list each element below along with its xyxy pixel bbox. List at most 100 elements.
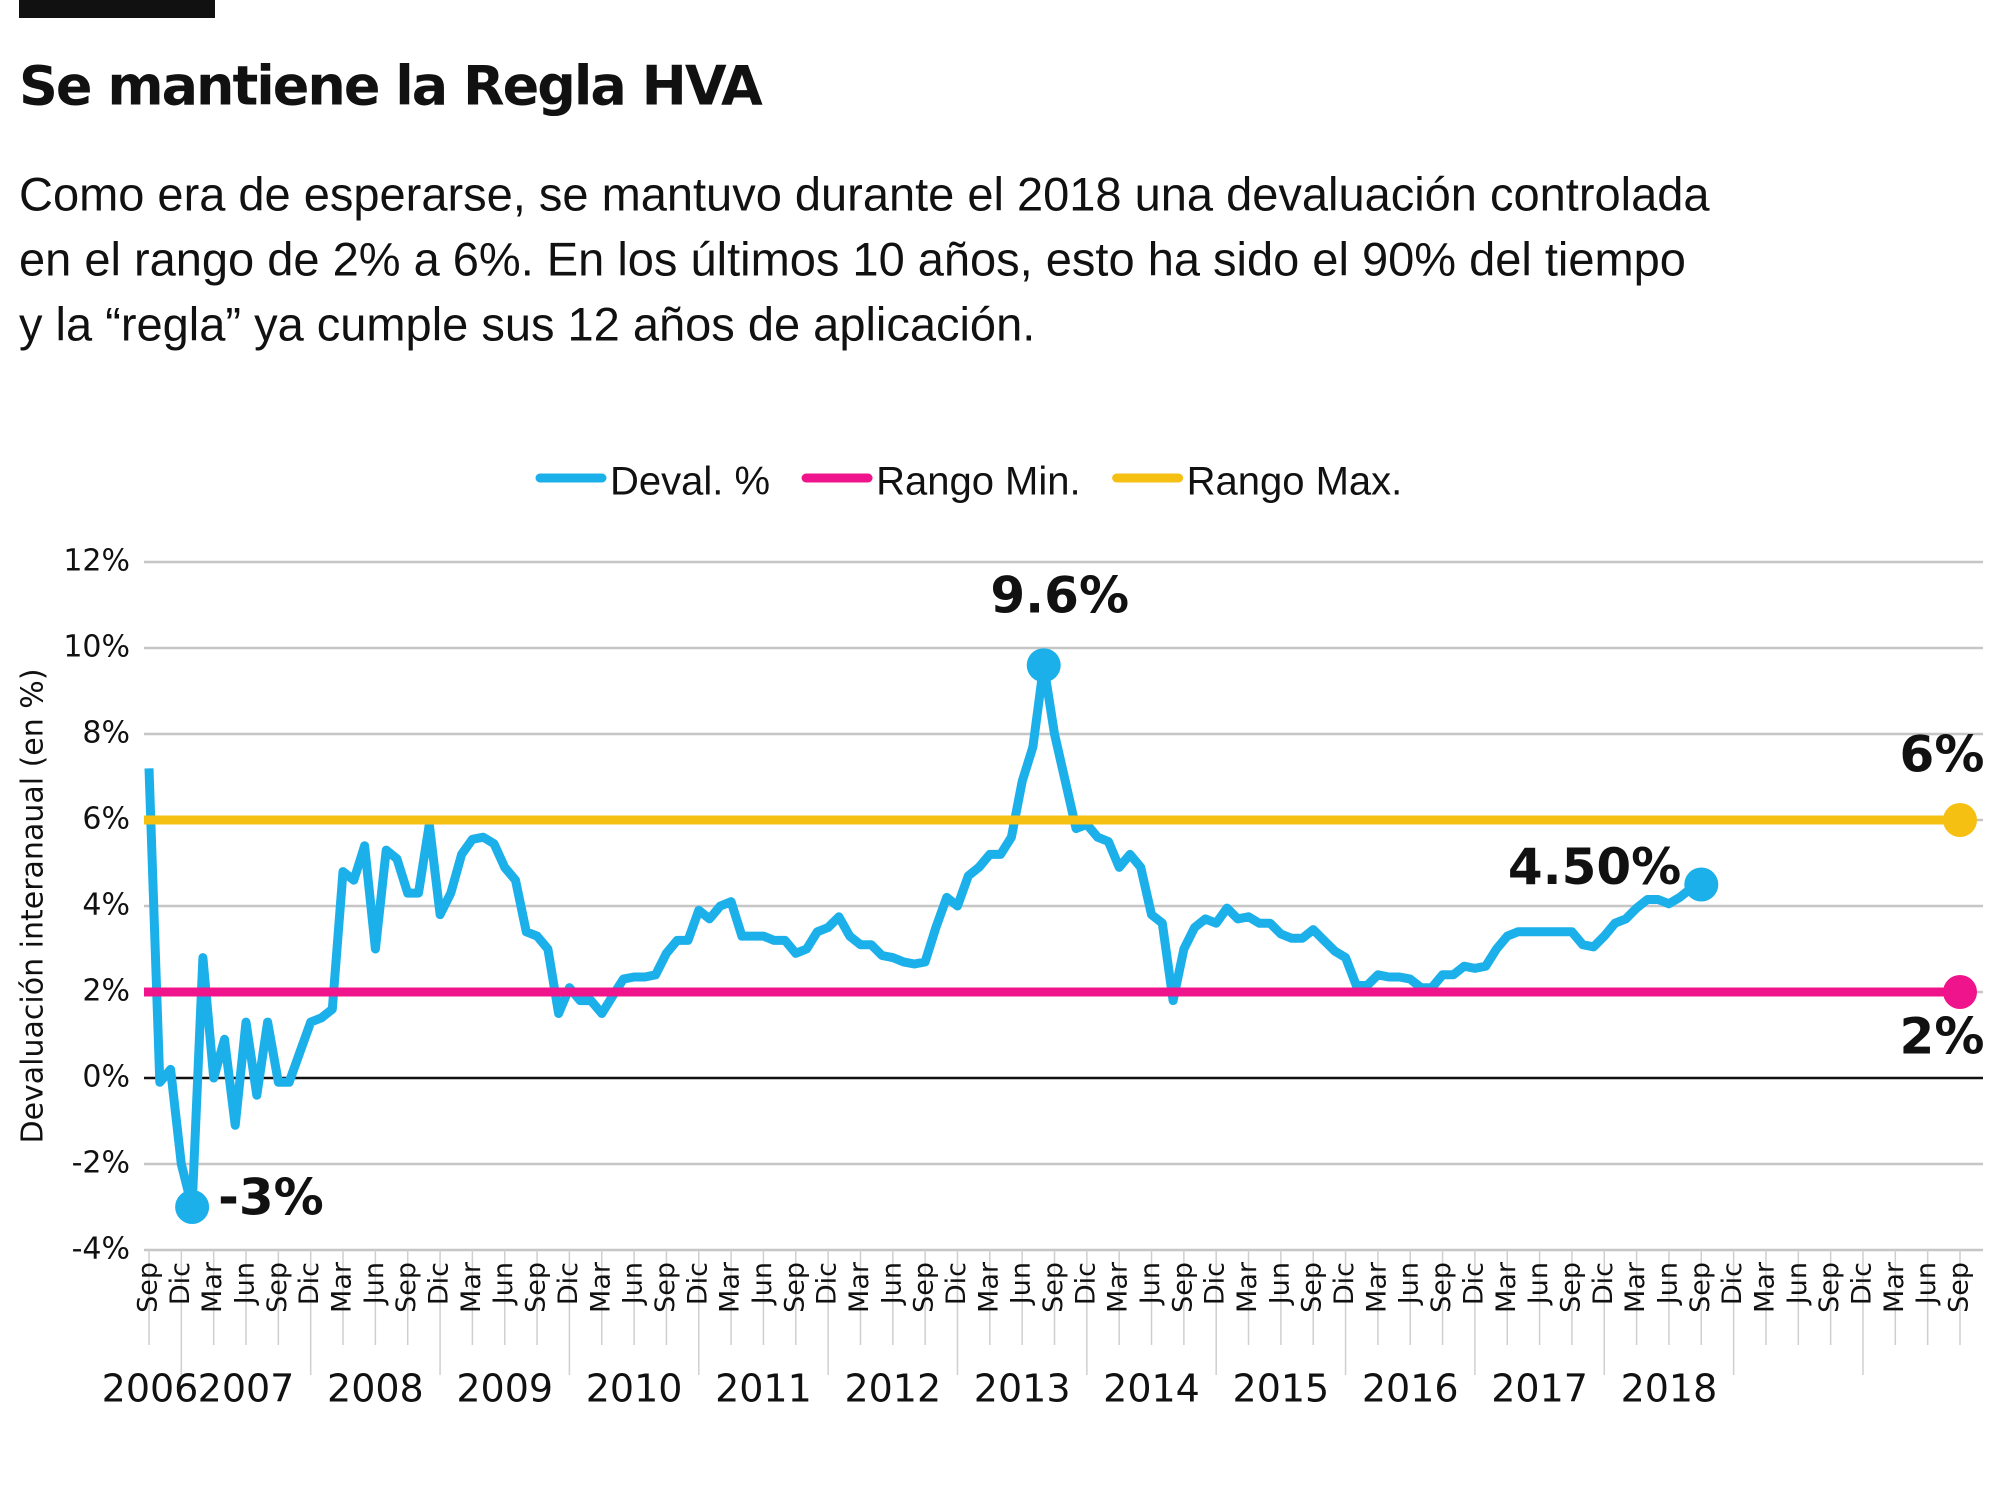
subtitle: y la “regla” ya cumple sus 12 años de ap…	[19, 297, 1035, 350]
x-tick-label: Sep	[1944, 1262, 1975, 1313]
x-group-label: 2016	[1362, 1367, 1459, 1411]
point-marker	[175, 1190, 210, 1224]
x-group-label: 2006	[102, 1367, 199, 1411]
x-tick-label: Sep	[1038, 1262, 1069, 1313]
x-tick-label: Jun	[1394, 1262, 1425, 1306]
x-tick-label: Dic	[1846, 1262, 1877, 1305]
x-tick-label: Jun	[876, 1262, 907, 1306]
subtitle: en el rango de 2% a 6%. En los últimos 1…	[19, 232, 1686, 285]
x-tick-label: Mar	[1361, 1261, 1392, 1313]
x-tick-label: Mar	[844, 1261, 875, 1313]
x-group-label: 2008	[327, 1367, 424, 1411]
x-group-label: 2018	[1621, 1367, 1718, 1411]
x-tick-label: Sep	[909, 1262, 940, 1313]
x-tick-label: Sep	[262, 1262, 293, 1313]
x-tick-label: Mar	[1749, 1261, 1780, 1313]
x-tick-label: Dic	[1458, 1262, 1489, 1305]
x-tick-label: Mar	[1232, 1261, 1263, 1313]
x-tick-label: Jun	[618, 1262, 649, 1306]
y-tick-label: 4%	[82, 888, 130, 923]
x-tick-label: Sep	[1555, 1262, 1586, 1313]
x-tick-label: Jun	[1135, 1262, 1166, 1306]
x-tick-label: Mar	[1620, 1261, 1651, 1313]
y-tick-label: -2%	[72, 1146, 130, 1181]
header-bar	[19, 0, 215, 18]
x-tick-label: Sep	[1685, 1262, 1716, 1313]
series-line	[144, 660, 1703, 1212]
x-tick-label: Mar	[1103, 1261, 1134, 1313]
x-tick-label: Dic	[682, 1262, 713, 1305]
x-tick-label: Dic	[165, 1262, 196, 1305]
x-tick-label: Jun	[1652, 1262, 1683, 1306]
x-tick-label: Dic	[1588, 1262, 1619, 1305]
y-tick-label: -4%	[72, 1232, 130, 1267]
x-tick-label: Mar	[715, 1261, 746, 1313]
x-tick-label: Mar	[327, 1261, 358, 1313]
x-tick-label: Jun	[747, 1262, 778, 1306]
x-tick-label: Mar	[197, 1261, 228, 1313]
x-tick-label: Jun	[1782, 1262, 1813, 1306]
legend-label: Rango Min.	[876, 460, 1081, 504]
x-group-label: 2010	[586, 1367, 683, 1411]
x-group-label: 2012	[844, 1367, 941, 1411]
x-tick-label: Dic	[294, 1262, 325, 1305]
point-marker	[1026, 648, 1061, 683]
x-tick-label: Mar	[1879, 1261, 1910, 1313]
x-group-label: 2017	[1491, 1367, 1588, 1411]
x-tick-label: Sep	[521, 1262, 552, 1313]
x-tick-label: Dic	[553, 1262, 584, 1305]
range-marker	[1943, 803, 1977, 837]
x-tick-label: Dic	[812, 1262, 843, 1305]
annotation: -3%	[218, 1169, 324, 1227]
x-group-label: 2009	[456, 1367, 553, 1411]
x-tick-label: Mar	[585, 1261, 616, 1313]
legend-label: Rango Max.	[1187, 460, 1403, 504]
legend-label: Deval. %	[610, 460, 770, 504]
chart-title: Se mantiene la Regla HVA	[19, 55, 763, 118]
y-tick-label: 8%	[82, 716, 130, 751]
annotation: 4.50%	[1508, 838, 1681, 896]
x-group-label: 2011	[715, 1367, 812, 1411]
x-tick-label: Mar	[1491, 1261, 1522, 1313]
x-tick-label: Dic	[1070, 1262, 1101, 1305]
x-tick-label: Sep	[391, 1262, 422, 1313]
x-tick-label: Mar	[973, 1261, 1004, 1313]
x-group-label: 2007	[198, 1367, 295, 1411]
y-tick-label: 12%	[63, 544, 130, 579]
y-tick-label: 2%	[82, 974, 130, 1009]
x-tick-label: Jun	[1523, 1262, 1554, 1306]
x-tick-label: Jun	[230, 1262, 261, 1306]
value-label: 6%	[1900, 726, 1985, 784]
x-tick-label: Sep	[1297, 1262, 1328, 1313]
x-tick-label: Jun	[1911, 1262, 1942, 1306]
x-tick-label: Jun	[359, 1262, 390, 1306]
x-tick-label: Dic	[941, 1262, 972, 1305]
value-label: 2%	[1900, 1008, 1985, 1066]
x-tick-label: Mar	[456, 1261, 487, 1313]
x-tick-label: Sep	[133, 1262, 164, 1313]
annotation: 9.6%	[990, 567, 1129, 625]
x-group-label: 2014	[1103, 1367, 1200, 1411]
y-tick-label: 0%	[82, 1060, 130, 1095]
x-group-label: 2013	[974, 1367, 1071, 1411]
x-tick-label: Sep	[1426, 1262, 1457, 1313]
y-tick-label: 6%	[82, 802, 130, 837]
subtitle: Como era de esperarse, se mantuvo durant…	[19, 167, 1710, 220]
x-tick-label: Jun	[488, 1262, 519, 1306]
y-tick-label: 10%	[63, 630, 130, 665]
x-tick-label: Sep	[1167, 1262, 1198, 1313]
x-tick-label: Dic	[1200, 1262, 1231, 1305]
x-tick-label: Dic	[424, 1262, 455, 1305]
x-group-label: 2015	[1233, 1367, 1330, 1411]
x-tick-label: Jun	[1264, 1262, 1295, 1306]
y-axis-label: Devaluación interanaual (en %)	[16, 668, 51, 1143]
x-tick-label: Sep	[650, 1262, 681, 1313]
point-marker	[1684, 867, 1719, 902]
x-tick-label: Dic	[1329, 1262, 1360, 1305]
range-marker	[1943, 975, 1977, 1009]
x-tick-label: Sep	[1814, 1262, 1845, 1313]
x-tick-label: Jun	[1006, 1262, 1037, 1306]
x-tick-label: Dic	[1717, 1262, 1748, 1305]
